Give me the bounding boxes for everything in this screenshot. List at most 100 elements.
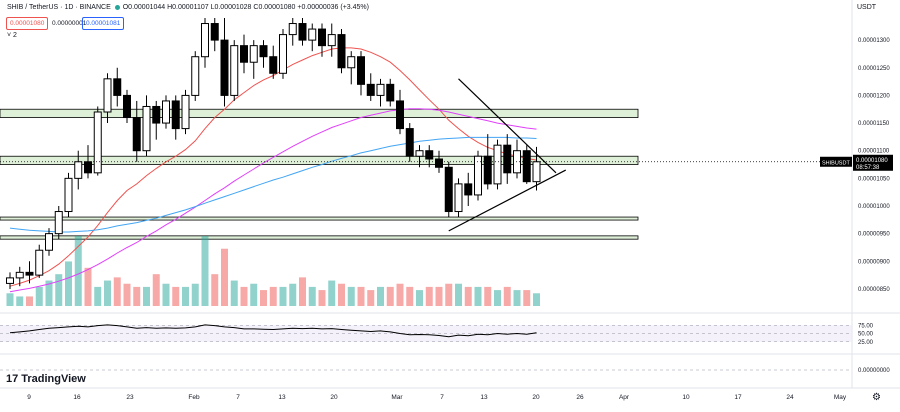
time-tick-label: 7: [236, 394, 240, 401]
volume-bar: [299, 277, 306, 306]
price-tick-label: 0.00001000: [858, 204, 890, 210]
volume-bar: [367, 290, 375, 306]
volume-bar: [416, 290, 423, 306]
candle-body: [318, 28, 326, 47]
volume-bar: [494, 290, 501, 306]
candle-body: [308, 28, 317, 41]
price-tick-label: 0.00001300: [858, 38, 890, 44]
candle-body: [45, 233, 53, 251]
time-tick-label: Apr: [619, 394, 630, 401]
volume-bar: [240, 286, 248, 306]
time-tick-label: 7: [440, 394, 444, 401]
volume-bar: [279, 286, 287, 306]
macd-tick-label: 0.00000000: [858, 368, 890, 374]
moving-average-line: [9, 136, 537, 233]
candle-body: [113, 78, 122, 96]
candle-body: [288, 23, 297, 36]
volume-bar: [357, 286, 365, 306]
volume-bar: [328, 280, 336, 306]
gear-icon[interactable]: ⚙: [872, 392, 881, 403]
rsi-line: [9, 324, 537, 338]
price-tick-label: 0.00001200: [858, 93, 890, 99]
volume-bar: [318, 290, 326, 306]
candle-body: [405, 128, 414, 157]
spread-value: 0.00000001: [52, 20, 87, 27]
candle-body: [396, 100, 404, 130]
volume-bar: [123, 283, 131, 306]
candle-body: [35, 249, 44, 276]
candle-body: [230, 45, 239, 96]
candle-body: [425, 150, 434, 160]
tradingview-mark-icon: 17: [6, 373, 19, 385]
candle-body: [532, 161, 541, 183]
triangle-pattern: [448, 78, 567, 232]
price-tick-label: 0.00001050: [858, 176, 890, 182]
price-tick-label: 0.00000850: [858, 287, 890, 293]
symbol-tag-box: [820, 156, 852, 167]
candle-body: [74, 161, 83, 179]
candle-body: [123, 94, 131, 119]
candle-body: [201, 23, 209, 58]
tradingview-logo[interactable]: 17 TradingView: [6, 373, 86, 385]
currency-selector[interactable]: USDT: [857, 4, 877, 11]
candle-body: [503, 144, 512, 174]
volume-bar: [133, 286, 141, 306]
volume-bar: [35, 286, 43, 306]
candle-body: [279, 34, 287, 74]
candle-body: [483, 155, 492, 185]
volume-bar: [26, 296, 33, 306]
ohlc-values: O0.00001044 H0.00001107 L0.00001028 C0.0…: [122, 4, 369, 11]
volume-bar: [455, 283, 462, 306]
moving-average-line: [9, 108, 537, 293]
time-tick-label: 24: [786, 394, 794, 401]
candle-body: [171, 100, 180, 130]
candle-body: [6, 277, 14, 284]
candle-body: [357, 56, 365, 85]
candle-body: [298, 23, 307, 41]
volume-bar: [221, 248, 228, 306]
volume-bar: [94, 286, 102, 306]
price-tick-label: 0.00000950: [858, 232, 890, 238]
price-tick-label: 0.00001250: [858, 66, 890, 72]
trendline: [458, 78, 557, 174]
trendline: [448, 169, 567, 232]
candle-body: [454, 183, 463, 213]
candle-body: [132, 117, 141, 152]
volume-bar: [65, 261, 72, 306]
candle-body: [269, 56, 278, 74]
market-status-icon: [114, 4, 120, 10]
symbol-title: SHIB / TetherUS · 1D · BINANCE: [7, 4, 111, 11]
candle-body: [522, 150, 531, 183]
candle-body: [493, 144, 502, 185]
volume-bar: [230, 280, 238, 306]
volume-bar: [45, 280, 53, 306]
volume-bar: [435, 286, 443, 306]
candle-body: [15, 271, 24, 279]
volume-bar: [289, 283, 297, 306]
time-tick-label: Mar: [391, 394, 403, 401]
time-tick-label: May: [834, 394, 847, 401]
time-tick-label: 13: [480, 394, 488, 401]
sell-button[interactable]: 0.00001080: [6, 17, 49, 30]
candle-body: [64, 177, 73, 213]
buy-button[interactable]: 0.00001081: [82, 17, 125, 30]
zone-band: [0, 108, 639, 118]
volume-bar: [377, 286, 384, 306]
price-tick-label: 0.00000900: [858, 259, 890, 265]
symbol-header[interactable]: SHIB / TetherUS · 1D · BINANCE O0.0000104…: [7, 4, 369, 11]
volume-bar: [6, 293, 14, 306]
logo-text: TradingView: [21, 373, 86, 385]
candle-body: [386, 83, 395, 102]
candle-body: [220, 39, 229, 96]
volume-bar: [425, 286, 433, 306]
zone-band: [0, 216, 639, 221]
candle-body: [376, 83, 385, 96]
indicator-collapse-toggle[interactable]: ˅ 2: [7, 32, 17, 39]
volume-bar: [182, 286, 189, 306]
candle-body: [54, 211, 63, 235]
candle-body: [444, 166, 453, 213]
rsi-tick-label: 75.00: [858, 323, 874, 329]
